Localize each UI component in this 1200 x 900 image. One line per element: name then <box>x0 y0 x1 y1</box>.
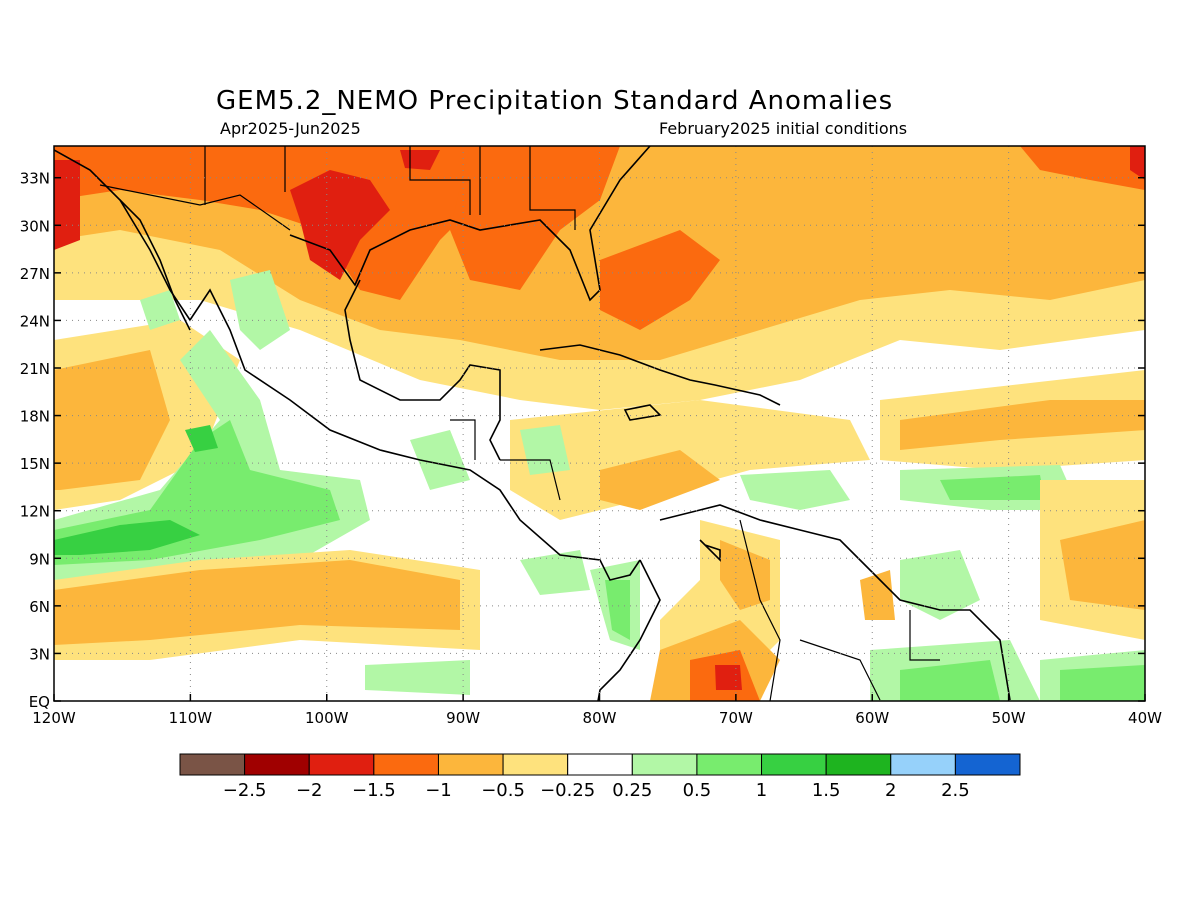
colorbar-label: 0.5 <box>683 780 712 801</box>
lon-tick-label: 50W <box>992 709 1026 727</box>
initial-conditions-label: February2025 initial conditions <box>659 119 908 138</box>
colorbar-swatch <box>567 753 633 776</box>
colorbar-label: −0.5 <box>481 780 525 801</box>
lon-tick-label: 110W <box>169 709 213 727</box>
colorbar-swatch <box>631 753 698 776</box>
colorbar-swatch <box>890 753 956 776</box>
anomaly-field <box>54 146 1145 701</box>
colorbar-label: 0.25 <box>612 780 652 801</box>
colorbar: −2.5 −2 −1.5 −1 −0.5 −0.25 0.25 0.5 1 1.5 2 2.5 <box>179 753 1021 801</box>
lat-tick-label: 24N <box>20 312 50 330</box>
lat-tick-label: 18N <box>20 408 50 426</box>
colorbar-label: −2 <box>296 780 323 801</box>
axis-ticks: 120W 110W 100W 90W 80W 70W 60W 50W 40W EQ 3N 6N 9N 12… <box>20 170 1162 727</box>
colorbar-swatch <box>954 753 1021 776</box>
borders <box>99 146 940 701</box>
colorbar-label: −1.5 <box>352 780 396 801</box>
colorbar-label: 2 <box>885 780 896 801</box>
colorbar-swatch <box>244 753 310 776</box>
colorbar-swatch <box>825 753 892 776</box>
colorbar-swatch <box>502 753 569 776</box>
lat-tick-label: 15N <box>20 455 50 473</box>
colorbar-label: 2.5 <box>941 780 970 801</box>
colorbar-swatch <box>373 753 439 776</box>
lat-tick-label: 6N <box>29 598 50 616</box>
colorbar-label: −0.25 <box>540 780 595 801</box>
colorbar-label: −2.5 <box>223 780 267 801</box>
lat-tick-label: 33N <box>20 170 50 188</box>
colorbar-label: 1.5 <box>812 780 841 801</box>
lat-tick-label: EQ <box>29 693 50 711</box>
lon-tick-label: 90W <box>446 709 480 727</box>
lat-tick-label: 30N <box>20 217 50 235</box>
lon-tick-label: 70W <box>719 709 753 727</box>
lon-tick-label: 120W <box>32 709 76 727</box>
colorbar-swatch <box>761 753 827 776</box>
lat-tick-label: 27N <box>20 265 50 283</box>
chart-title: GEM5.2_NEMO Precipitation Standard Anoma… <box>216 86 894 116</box>
lat-tick-label: 12N <box>20 503 50 521</box>
grid-lines <box>54 146 1145 701</box>
colorbar-label: 1 <box>756 780 767 801</box>
forecast-period: Apr2025-Jun2025 <box>220 119 361 138</box>
colorbar-swatch <box>437 753 504 776</box>
lat-tick-label: 9N <box>29 550 50 568</box>
colorbar-swatch <box>308 753 375 776</box>
colorbar-swatch <box>696 753 763 776</box>
lon-tick-label: 40W <box>1128 709 1162 727</box>
lat-tick-label: 3N <box>29 645 50 663</box>
colorbar-swatch <box>179 753 246 776</box>
lon-tick-label: 60W <box>855 709 889 727</box>
colorbar-label: −1 <box>425 780 452 801</box>
lat-tick-label: 21N <box>20 360 50 378</box>
lon-tick-label: 80W <box>583 709 617 727</box>
lon-tick-label: 100W <box>305 709 349 727</box>
